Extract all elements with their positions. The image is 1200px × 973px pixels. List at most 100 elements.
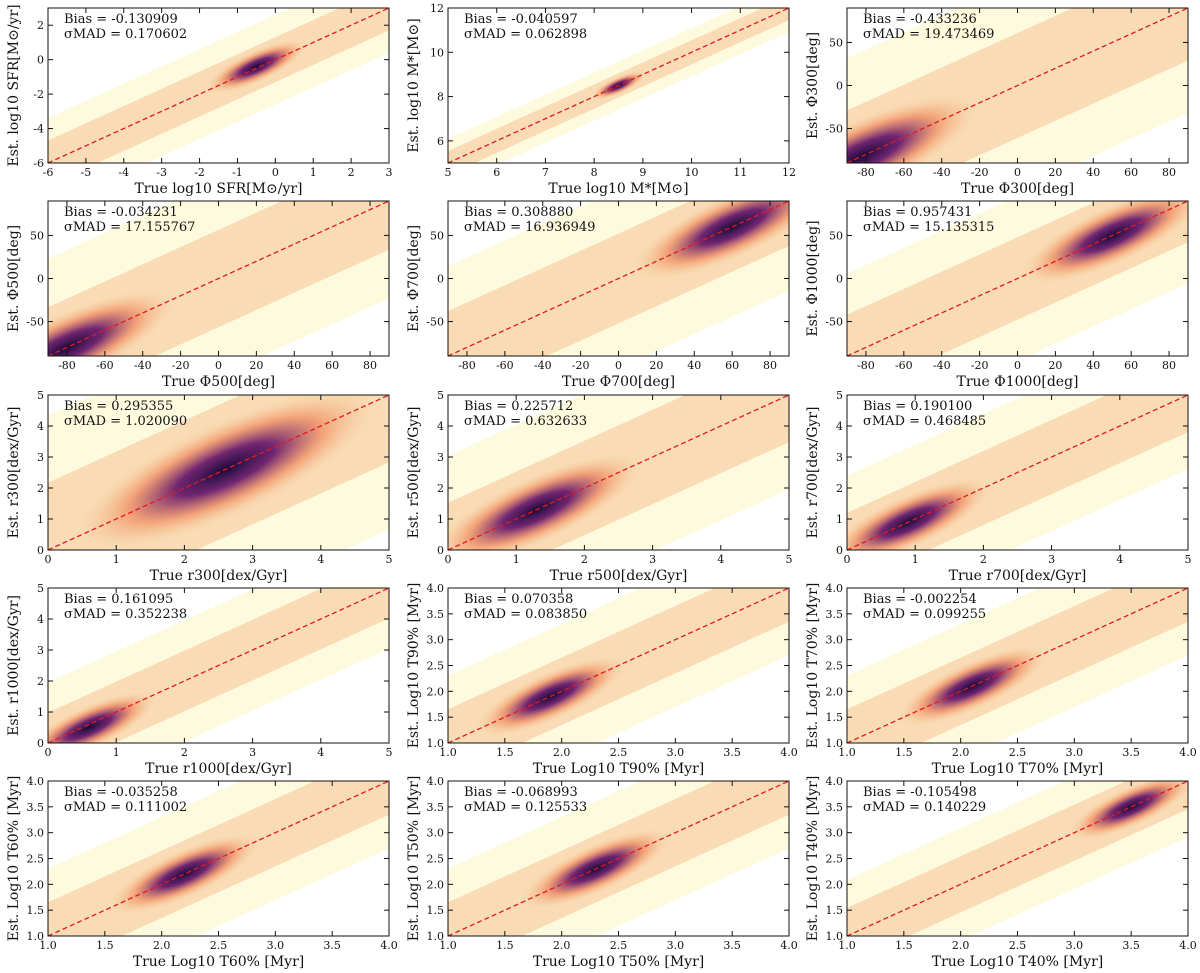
chart-15-xtick-label: 2.5 bbox=[1009, 939, 1027, 952]
chart-10-ytick-label: 0 bbox=[37, 737, 44, 750]
chart-13-ylabel: Est. Log10 T60% [Myr] bbox=[6, 776, 22, 942]
chart-8-xlabel: True r500[dex/Gyr] bbox=[550, 568, 688, 584]
chart-15-ylabel: Est. Log10 T40% [Myr] bbox=[805, 776, 821, 942]
chart-7-xtick-label: 5 bbox=[386, 553, 393, 566]
chart-2-identity-line bbox=[448, 8, 789, 163]
chart-3-ytick-label: 50 bbox=[829, 36, 843, 49]
chart-5-xtick-label: -80 bbox=[458, 359, 476, 372]
chart-8-ytick-label: 4 bbox=[437, 420, 444, 433]
chart-14-ytick-label: 1.5 bbox=[427, 904, 445, 917]
chart-10-ytick-label: 4 bbox=[37, 613, 44, 626]
chart-10-identity-line bbox=[48, 588, 389, 743]
chart-13-xtick-label: 3.0 bbox=[267, 939, 285, 952]
chart-8-xtick-label: 1 bbox=[513, 553, 520, 566]
chart-1-xtick-label: -2 bbox=[194, 166, 205, 179]
chart-15-ytick-label: 2.0 bbox=[826, 878, 844, 891]
chart-8-frame bbox=[447, 394, 790, 551]
chart-1-ytick-label: -2 bbox=[33, 88, 44, 101]
chart-2-xtick-label: 5 bbox=[445, 166, 452, 179]
chart-1-density-core bbox=[202, 37, 311, 96]
chart-2-bias-label: Bias = -0.040597 bbox=[464, 12, 578, 27]
chart-1-ytick-label: -4 bbox=[33, 123, 44, 136]
chart-15-ytick-label: 4.0 bbox=[826, 775, 844, 788]
chart-10-bias-label: Bias = 0.161095 bbox=[64, 592, 173, 607]
chart-15-ytick-label: 1.5 bbox=[826, 904, 844, 917]
chart-3-xtick-label: 40 bbox=[1086, 166, 1100, 179]
chart-2-ytick-label: 8 bbox=[437, 91, 444, 104]
chart-6: -80 -60 -40 -20 0 20 40 60 80 -50 0 50 Bias = 0.9574… bbox=[805, 200, 1189, 390]
chart-1-xtick-label: -3 bbox=[156, 166, 167, 179]
chart-10-ytick-label: 2 bbox=[37, 675, 44, 688]
chart-6-ytick-label: 0 bbox=[836, 273, 843, 286]
chart-10-xtick-label: 0 bbox=[45, 746, 52, 759]
chart-9-ylabel: Est. r700[dex/Gyr] bbox=[805, 407, 821, 539]
chart-8-ylabel: Est. r500[dex/Gyr] bbox=[406, 407, 422, 539]
chart-3-ytick-label: 0 bbox=[836, 80, 843, 93]
chart-4-identity-line bbox=[48, 201, 389, 356]
chart-12-xtick-label: 3.5 bbox=[1122, 746, 1140, 759]
chart-4-xtick-label: 40 bbox=[287, 359, 301, 372]
chart-11-xtick-label: 2.5 bbox=[610, 746, 628, 759]
chart-1-xtick-label: -6 bbox=[43, 166, 54, 179]
chart-5-xtick-label: -20 bbox=[572, 359, 590, 372]
chart-14-ytick-label: 2.0 bbox=[427, 878, 445, 891]
chart-11-ytick-label: 3.5 bbox=[427, 608, 445, 621]
chart-5-xtick-label: 20 bbox=[649, 359, 663, 372]
chart-8-xtick-label: 5 bbox=[786, 553, 793, 566]
chart-10-density-core bbox=[48, 688, 163, 743]
chart-4-ylabel: Est. Φ500[deg] bbox=[6, 225, 22, 332]
chart-4: -80 -60 -40 -20 0 20 40 60 80 -50 0 50 Bias = -0.034… bbox=[6, 200, 390, 390]
chart-4-ytick-label: -50 bbox=[26, 316, 44, 329]
chart-1-ytick-label: 0 bbox=[37, 54, 44, 67]
chart-3-mad-label: σMAD = 19.473469 bbox=[863, 27, 994, 42]
chart-10-frame bbox=[47, 587, 390, 744]
chart-13-density-core bbox=[102, 830, 266, 918]
chart-1-identity-line bbox=[48, 8, 389, 163]
chart-11-ytick-label: 2.5 bbox=[427, 660, 445, 673]
chart-11-identity-line bbox=[448, 588, 789, 743]
chart-14-identity-line bbox=[448, 781, 789, 936]
chart-3-xlabel: True Φ300[deg] bbox=[961, 181, 1074, 197]
chart-3-xtick-label: 60 bbox=[1124, 166, 1138, 179]
chart-13-xlabel: True Log10 T60% [Myr] bbox=[133, 954, 305, 970]
chart-6-xlabel: True Φ1000[deg] bbox=[956, 374, 1078, 390]
chart-1-xtick-label: -5 bbox=[81, 166, 92, 179]
chart-15-identity-line bbox=[847, 781, 1188, 936]
chart-2-xtick-label: 7 bbox=[542, 166, 549, 179]
chart-1-mad-label: σMAD = 0.170602 bbox=[64, 27, 187, 42]
chart-11-ylabel: Est. Log10 T90% [Myr] bbox=[406, 583, 422, 749]
chart-15-xtick-label: 3.0 bbox=[1066, 939, 1084, 952]
chart-9-mad-label: σMAD = 0.468485 bbox=[863, 414, 986, 429]
chart-5-ytick-label: -50 bbox=[426, 316, 444, 329]
chart-13-ytick-label: 1.0 bbox=[27, 930, 45, 943]
chart-11: 1.0 1.5 2.0 2.5 3.0 3.5 4.0 1.0 1.5 2.0 2.5 3.0 3.5 4… bbox=[406, 582, 798, 777]
chart-5: -80 -60 -40 -20 0 20 40 60 80 -50 0 50 Bias = 0.3088… bbox=[406, 200, 790, 390]
chart-4-ytick-label: 50 bbox=[30, 229, 44, 242]
chart-7-bias-label: Bias = 0.295355 bbox=[64, 399, 173, 414]
chart-12-xtick-label: 3.0 bbox=[1066, 746, 1084, 759]
chart-14-ytick-label: 2.5 bbox=[427, 853, 445, 866]
chart-15-mad-label: σMAD = 0.140229 bbox=[863, 800, 986, 815]
chart-7-ytick-label: 4 bbox=[37, 420, 44, 433]
chart-12-ytick-label: 2.0 bbox=[826, 685, 844, 698]
chart-15-xlabel: True Log10 T40% [Myr] bbox=[932, 954, 1104, 970]
chart-15-ytick-label: 2.5 bbox=[826, 853, 844, 866]
chart-9-xtick-label: 2 bbox=[980, 553, 987, 566]
chart-13-xtick-label: 2.0 bbox=[153, 939, 171, 952]
chart-1-ylabel: Est. log10 SFR[M⊙/yr] bbox=[6, 4, 22, 166]
chart-9-xlabel: True r700[dex/Gyr] bbox=[949, 568, 1087, 584]
chart-12-xtick-label: 2.5 bbox=[1009, 746, 1027, 759]
chart-7-ytick-label: 0 bbox=[37, 544, 44, 557]
chart-11-bias-label: Bias = 0.070358 bbox=[464, 592, 573, 607]
chart-5-identity-line bbox=[448, 201, 789, 356]
chart-7-ylabel: Est. r300[dex/Gyr] bbox=[6, 407, 22, 539]
chart-6-xtick-label: -40 bbox=[933, 359, 951, 372]
chart-12-xlabel: True Log10 T70% [Myr] bbox=[932, 761, 1104, 777]
chart-9-xtick-label: 5 bbox=[1185, 553, 1192, 566]
chart-6-xtick-label: -60 bbox=[895, 359, 913, 372]
chart-12-ytick-label: 1.5 bbox=[826, 711, 844, 724]
chart-2-xlabel: True log10 M*[M⊙] bbox=[548, 181, 688, 197]
chart-14-mad-label: σMAD = 0.125533 bbox=[464, 800, 587, 815]
chart-12-ytick-label: 2.5 bbox=[826, 660, 844, 673]
